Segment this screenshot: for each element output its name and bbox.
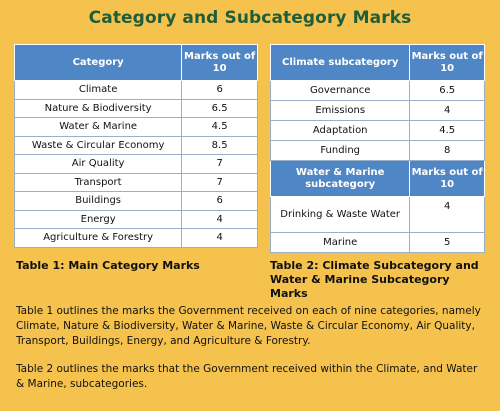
table-row: Funding 8 bbox=[269, 140, 485, 161]
table-row: Transport 7 bbox=[13, 172, 258, 192]
category-mark: 6 bbox=[181, 80, 258, 100]
subcategory-name: Drinking & Waste Water bbox=[269, 196, 411, 233]
table-header-row: Climate subcategory Marks out of 10 bbox=[269, 44, 485, 81]
subcategory-mark: 4 bbox=[409, 196, 485, 233]
category-name: Nature & Biodiversity bbox=[13, 98, 183, 118]
category-name: Waste & Circular Economy bbox=[13, 135, 183, 155]
subcategory-name: Marine bbox=[269, 232, 411, 253]
category-name: Transport bbox=[13, 172, 183, 192]
page-title: Category and Subcategory Marks bbox=[88, 8, 412, 28]
category-mark: 4 bbox=[181, 228, 258, 248]
subcategory-name: Funding bbox=[269, 140, 411, 161]
subcategory-name: Adaptation bbox=[269, 120, 411, 141]
category-name: Air Quality bbox=[13, 154, 183, 174]
table-row: Buildings 6 bbox=[13, 191, 258, 211]
category-mark: 7 bbox=[181, 154, 258, 174]
category-mark: 6 bbox=[181, 191, 258, 211]
subcategory-mark: 4 bbox=[409, 100, 485, 121]
category-mark: 8.5 bbox=[181, 135, 258, 155]
table-row: Emissions 4 bbox=[269, 100, 485, 121]
table-row: Adaptation 4.5 bbox=[269, 120, 485, 141]
category-mark: 4.5 bbox=[181, 117, 258, 137]
table-row: Governance 6.5 bbox=[269, 80, 485, 101]
category-name: Climate bbox=[13, 80, 183, 100]
column-header-climate-subcategory: Climate subcategory bbox=[269, 44, 411, 81]
table-row: Waste & Circular Economy 8.5 bbox=[13, 135, 258, 155]
column-header-marks: Marks out of 10 bbox=[409, 160, 485, 197]
column-header-category: Category bbox=[13, 44, 183, 81]
subcategory-mark: 8 bbox=[409, 140, 485, 161]
category-mark: 4 bbox=[181, 209, 258, 229]
table-row: Nature & Biodiversity 6.5 bbox=[13, 98, 258, 118]
table-row: Water & Marine 4.5 bbox=[13, 117, 258, 137]
table-row: Agriculture & Forestry 4 bbox=[13, 228, 258, 248]
paragraph-table1-description: Table 1 outlines the marks the Governmen… bbox=[16, 305, 481, 347]
subcategory-name: Emissions bbox=[269, 100, 411, 121]
main-category-table: Category Marks out of 10 Climate 6 Nature… bbox=[13, 44, 258, 248]
table-row: Energy 4 bbox=[13, 209, 258, 229]
category-name: Buildings bbox=[13, 191, 183, 211]
subcategory-name: Governance bbox=[269, 80, 411, 101]
column-header-marks: Marks out of 10 bbox=[181, 44, 258, 81]
table2-caption: Table 2: Climate Subcategory and Water &… bbox=[270, 259, 479, 300]
subcategory-mark: 5 bbox=[409, 232, 485, 253]
table1-caption: Table 1: Main Category Marks bbox=[16, 259, 200, 272]
subcategory-mark: 4.5 bbox=[409, 120, 485, 141]
subcategory-table: Climate subcategory Marks out of 10 Gove… bbox=[269, 44, 485, 253]
table-header-row: Water & Marine subcategory Marks out of … bbox=[269, 160, 485, 197]
column-header-water-subcategory: Water & Marine subcategory bbox=[269, 160, 411, 197]
paragraph-table2-description: Table 2 outlines the marks that the Gove… bbox=[16, 363, 478, 390]
table-header-row: Category Marks out of 10 bbox=[13, 44, 258, 81]
category-name: Water & Marine bbox=[13, 117, 183, 137]
table-row: Climate 6 bbox=[13, 80, 258, 100]
category-name: Agriculture & Forestry bbox=[13, 228, 183, 248]
table-row: Marine 5 bbox=[269, 232, 485, 253]
table-row: Air Quality 7 bbox=[13, 154, 258, 174]
column-header-marks: Marks out of 10 bbox=[409, 44, 485, 81]
table-row: Drinking & Waste Water 4 bbox=[269, 196, 485, 233]
category-mark: 6.5 bbox=[181, 98, 258, 118]
category-name: Energy bbox=[13, 209, 183, 229]
category-mark: 7 bbox=[181, 172, 258, 192]
subcategory-mark: 6.5 bbox=[409, 80, 485, 101]
